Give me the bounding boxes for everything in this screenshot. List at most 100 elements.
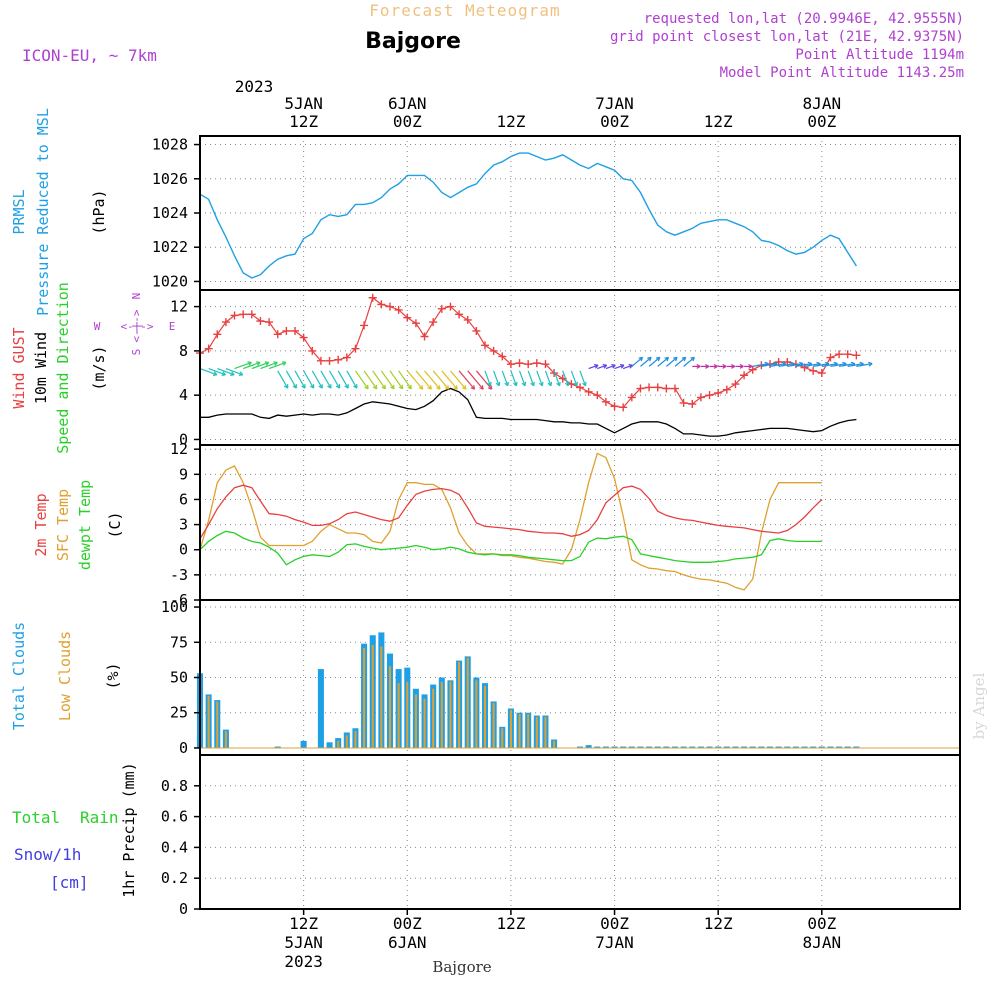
wind-arrow — [622, 364, 633, 370]
gust-marker — [360, 321, 369, 330]
p5-label-a: Total — [12, 808, 60, 827]
total-cloud-bar — [758, 746, 765, 748]
wind-arrowhead — [407, 384, 412, 390]
wind-arrowhead — [696, 363, 701, 369]
y-tick-label: 0.8 — [161, 777, 188, 795]
wind-arrowhead — [722, 363, 727, 369]
wind-arrow — [372, 370, 386, 390]
wind-arrow — [761, 363, 778, 367]
wind-arrowhead — [690, 356, 695, 362]
y-tick-label: 0 — [179, 541, 188, 559]
wind-arrow — [778, 363, 795, 367]
total-cloud-bar — [300, 740, 307, 748]
wind-arrowhead — [230, 371, 235, 376]
wind-arrowhead — [547, 381, 553, 387]
y-tick-label: 12 — [170, 298, 188, 316]
y-tick-label: 0.6 — [161, 808, 188, 826]
wind-arrow — [294, 370, 306, 389]
y-tick-label: 1028 — [152, 136, 188, 154]
wind-arrow — [665, 356, 678, 367]
gust-marker — [455, 310, 464, 319]
panel1-labels: PRMSL Pressure Reduced to MSL (hPa) — [10, 108, 108, 316]
wind-arrowhead — [664, 356, 670, 362]
gust-marker — [524, 360, 533, 369]
wind-arrow — [389, 370, 404, 390]
gust-marker — [463, 315, 472, 324]
wind-arrowhead — [619, 363, 625, 369]
low-cloud-bar — [224, 731, 227, 748]
wind-arrow — [208, 368, 226, 376]
gust-marker — [679, 398, 688, 407]
p1-label-a: PRMSL — [10, 189, 28, 234]
gust-marker — [532, 359, 541, 368]
wind-arrow — [562, 370, 569, 387]
bottom-hour-label: 00Z — [393, 914, 422, 933]
gust-marker — [334, 355, 343, 364]
low-cloud-bar — [345, 735, 348, 748]
wind-arrowhead — [247, 361, 252, 366]
wind-arrow — [683, 356, 695, 367]
total-cloud-bar — [594, 746, 601, 748]
wind-arrowhead — [273, 361, 278, 366]
low-cloud-bar — [527, 714, 530, 748]
wind-arrowhead — [731, 363, 736, 369]
wind-arrow — [467, 370, 484, 390]
panel-frame-precip — [199, 754, 961, 910]
bottom-hour-label: 12Z — [496, 914, 525, 933]
low-cloud-bar — [492, 702, 495, 748]
wind-arrowhead — [593, 363, 599, 369]
wind-arrowhead — [281, 361, 287, 366]
requested-coords: requested lon,lat (20.9946E, 42.9555N) — [644, 11, 964, 27]
wind-arrowhead — [283, 384, 289, 389]
gust-marker — [653, 383, 662, 392]
wind-arrowhead — [372, 384, 378, 390]
frame-layer: 1020102210241026102804812-6-303691202550… — [152, 135, 961, 918]
wind-arrow — [199, 368, 218, 376]
gust-marker — [506, 360, 515, 369]
gust-marker — [230, 311, 239, 320]
wind-arrow — [821, 363, 838, 367]
wind-arrow — [260, 361, 278, 370]
wind-arrowhead — [364, 384, 369, 390]
wind-arrowhead — [647, 356, 652, 362]
wind-arrowhead — [444, 385, 450, 390]
gust-marker — [610, 402, 619, 411]
total-cloud-bar — [801, 746, 808, 748]
wind-arrow — [329, 370, 341, 389]
gust-marker — [740, 371, 749, 380]
total-cloud-bar — [274, 746, 281, 748]
wind-arrow — [234, 361, 252, 370]
wind-arrow — [311, 370, 323, 389]
wind-arrowhead — [868, 361, 873, 367]
gust-marker — [472, 326, 481, 335]
p2-label-c: Speed and Direction — [54, 282, 72, 454]
wind-arrow — [605, 364, 616, 370]
gust-marker — [213, 330, 222, 339]
bottom-date-label: 7JAN — [595, 933, 634, 952]
gust-marker — [809, 366, 818, 375]
wind-arrowhead — [673, 356, 678, 362]
sfc-temp-line — [199, 452, 822, 591]
gust-marker — [489, 346, 498, 355]
total-cloud-bar — [646, 746, 653, 748]
wind-arrow — [674, 356, 687, 367]
gust-marker — [308, 346, 317, 355]
y-tick-label: 0 — [179, 430, 188, 448]
p2-label-a: Wind GUST — [10, 327, 28, 408]
low-cloud-bar — [354, 731, 357, 748]
gust-marker — [852, 351, 861, 360]
wind-arrow — [225, 368, 244, 376]
wind-arrow — [217, 368, 235, 376]
y-tick-label: 25 — [170, 704, 188, 722]
p5-unit: 1hr Precip (mm) — [120, 762, 138, 897]
wind-arrowhead — [487, 381, 492, 387]
p1-label-b: Pressure Reduced to MSL — [34, 108, 52, 316]
wind-arrow — [795, 363, 812, 367]
total-cloud-bar — [775, 746, 782, 748]
wind-arrowhead — [318, 384, 323, 389]
wind-arrowhead — [436, 385, 441, 390]
total-cloud-bar — [317, 669, 324, 748]
low-cloud-bar — [363, 647, 366, 748]
